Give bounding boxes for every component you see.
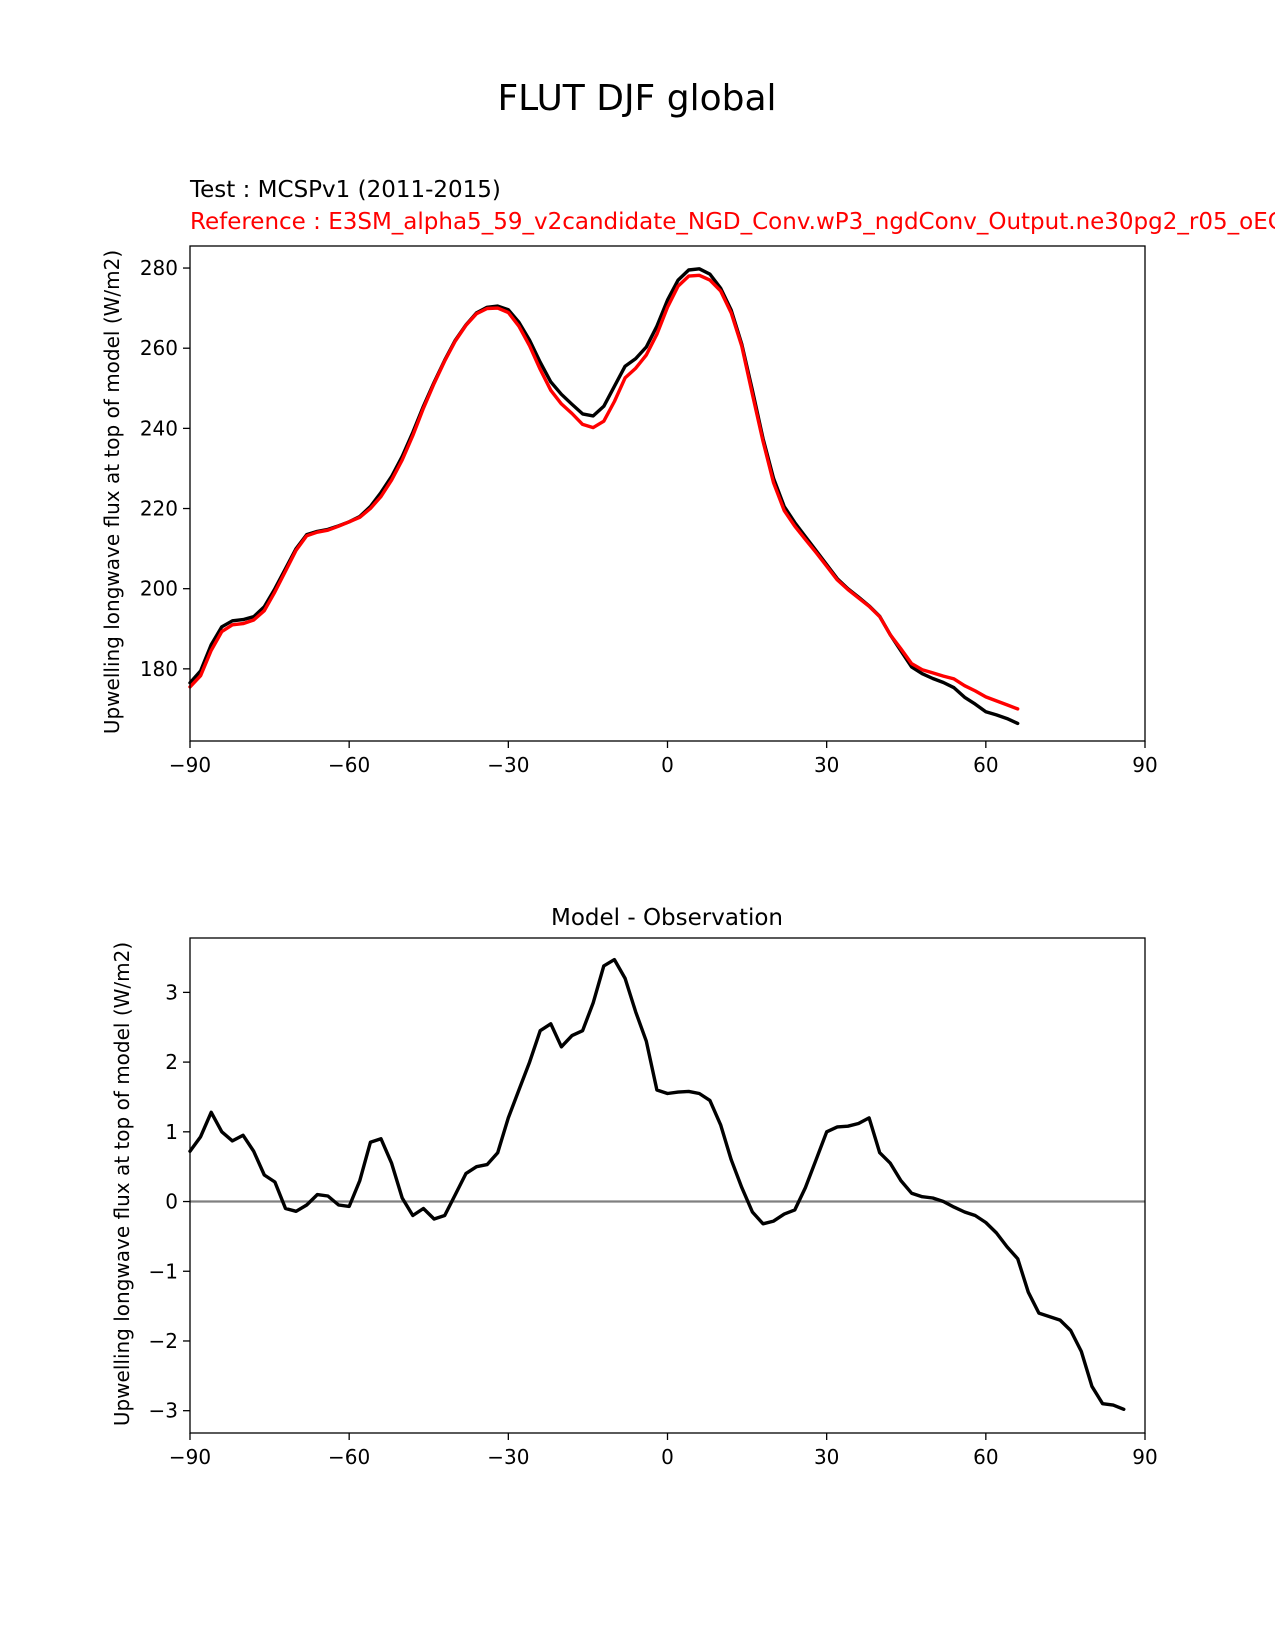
bottom-panel: Model - Observation Upwelling longwave f… — [110, 905, 1158, 1469]
bottom-series-line-model-observation — [188, 957, 1126, 1412]
bottom-title: Model - Observation — [551, 905, 783, 931]
bottom-xtick-label: 0 — [661, 1445, 674, 1469]
bottom-ytick-label: −3 — [149, 1399, 178, 1423]
top-xtick-label: 60 — [973, 753, 998, 777]
bottom-ytick-label: 2 — [165, 1050, 178, 1074]
top-ytick-label: 260 — [140, 336, 178, 360]
bottom-xtick-label: −90 — [169, 1445, 211, 1469]
top-xtick-label: 90 — [1132, 753, 1157, 777]
top-panel: Test : MCSPv1 (2011-2015) Reference : E3… — [100, 177, 1275, 777]
reference-label: Reference : E3SM_alpha5_59_v2candidate_N… — [190, 209, 1275, 235]
bottom-ytick-label: 0 — [165, 1190, 178, 1214]
top-axes-frame — [189, 245, 1146, 742]
top-series-line-test — [188, 267, 1020, 726]
bottom-xtick-label: −30 — [487, 1445, 529, 1469]
top-xtick-label: −60 — [328, 753, 370, 777]
top-xtick-label: −30 — [487, 753, 529, 777]
top-ytick-label: 240 — [140, 416, 178, 440]
top-ytick-label: 280 — [140, 256, 178, 280]
test-label: Test : MCSPv1 (2011-2015) — [189, 177, 501, 203]
top-xtick-label: 0 — [661, 753, 674, 777]
top-ytick-label: 200 — [140, 577, 178, 601]
top-ytick-label: 220 — [140, 497, 178, 521]
figure-title: FLUT DJF global — [497, 78, 776, 119]
bottom-axes-frame — [189, 937, 1146, 1434]
bottom-xtick-label: −60 — [328, 1445, 370, 1469]
bottom-ylabel: Upwelling longwave flux at top of model … — [110, 942, 134, 1426]
bottom-ytick-label: 3 — [165, 980, 178, 1004]
bottom-xtick-label: 60 — [973, 1445, 998, 1469]
top-series-line-reference — [188, 273, 1020, 711]
bottom-plot-area: −90 −60 −30 0 30 60 90 −3 −2 −1 0 1 2 3 — [149, 957, 1158, 1469]
top-plot-area: −90 −60 −30 0 30 60 90 180 200 220 240 260 280 — [140, 256, 1158, 777]
bottom-ytick-label: −1 — [149, 1259, 178, 1283]
bottom-xtick-label: 90 — [1132, 1445, 1157, 1469]
top-ytick-label: 180 — [140, 657, 178, 681]
top-xtick-label: 30 — [814, 753, 839, 777]
bottom-ytick-label: −2 — [149, 1329, 178, 1353]
bottom-ytick-label: 1 — [165, 1120, 178, 1144]
top-xtick-label: −90 — [169, 753, 211, 777]
top-ylabel: Upwelling longwave flux at top of model … — [100, 250, 124, 734]
bottom-xtick-label: 30 — [814, 1445, 839, 1469]
